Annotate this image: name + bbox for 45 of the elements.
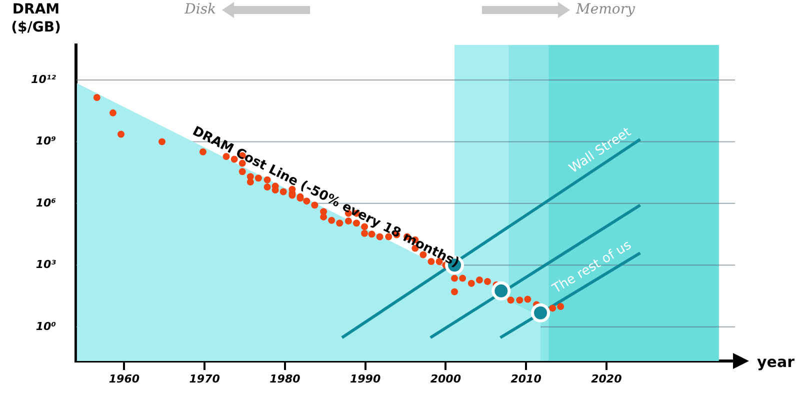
text: Memory bbox=[575, 2, 636, 18]
x-tick-label: 2020 bbox=[591, 372, 622, 386]
point bbox=[459, 274, 466, 282]
point bbox=[158, 138, 166, 146]
x-axis-title: year bbox=[757, 352, 796, 371]
point bbox=[118, 130, 125, 138]
y-tick-label: 10⁹ bbox=[36, 134, 56, 148]
point bbox=[492, 281, 511, 300]
point bbox=[264, 183, 271, 190]
point bbox=[222, 153, 230, 160]
point bbox=[93, 94, 100, 102]
y-tick-label: 10⁰ bbox=[36, 320, 56, 333]
point bbox=[376, 233, 384, 240]
x-tick-label: 2010 bbox=[510, 372, 542, 386]
x-tick-label: 1970 bbox=[189, 372, 220, 386]
text: The rest of us bbox=[549, 238, 634, 298]
point bbox=[524, 296, 532, 303]
point bbox=[361, 230, 368, 237]
x-tick-label: 1980 bbox=[270, 372, 301, 386]
point bbox=[516, 296, 524, 304]
point bbox=[549, 304, 556, 312]
x-tick-label: 1960 bbox=[108, 372, 140, 386]
point bbox=[246, 178, 254, 186]
point bbox=[336, 220, 344, 227]
point bbox=[507, 296, 514, 304]
y-axis-title: DRAM ($/GB) bbox=[11, 2, 61, 36]
point bbox=[328, 216, 336, 224]
point bbox=[368, 230, 376, 238]
point bbox=[254, 174, 262, 182]
point bbox=[280, 188, 287, 196]
text: Disk bbox=[184, 2, 216, 18]
y-tick-label: 10³ bbox=[36, 258, 56, 272]
point bbox=[531, 303, 550, 322]
point bbox=[468, 280, 475, 287]
point bbox=[320, 213, 328, 220]
point bbox=[109, 109, 116, 116]
y-tick-label: 10¹² bbox=[31, 72, 56, 86]
x-tick-label: 2000 bbox=[430, 372, 462, 386]
point bbox=[484, 278, 491, 286]
y-tick-label: 10⁶ bbox=[36, 196, 56, 210]
point bbox=[451, 274, 458, 282]
x-tick-label: 1990 bbox=[350, 372, 381, 386]
point bbox=[451, 288, 458, 296]
point bbox=[557, 302, 564, 310]
point bbox=[476, 276, 483, 284]
